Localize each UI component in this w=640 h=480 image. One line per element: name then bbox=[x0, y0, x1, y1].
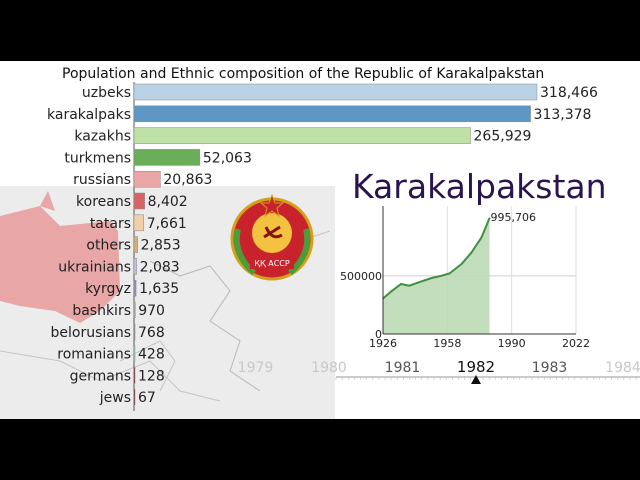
bar-turkmens bbox=[133, 149, 201, 166]
bar-uzbeks bbox=[133, 83, 538, 101]
area-point bbox=[400, 283, 402, 285]
region-tip bbox=[40, 191, 55, 211]
bar-ukrainians bbox=[133, 258, 137, 275]
bar-value-ukrainians: 2,083 bbox=[140, 259, 180, 275]
bar-value-belorusians: 768 bbox=[138, 325, 165, 341]
emblem-hammer-sickle bbox=[263, 225, 283, 239]
video-frame: ҚҚ АССР uzbeks 318,466 karakalpaks 313,378 k… bbox=[0, 61, 640, 419]
area-x-tick-1926: 1926 bbox=[369, 337, 397, 350]
area-end-label: 995,706 bbox=[491, 211, 537, 224]
bar-value-uzbeks: 318,466 bbox=[540, 85, 598, 101]
bar-label-ukrainians: ukrainians bbox=[58, 259, 131, 275]
bar-karakalpaks bbox=[133, 105, 531, 123]
bar-value-koreans: 8,402 bbox=[148, 194, 188, 210]
bar-value-romanians: 428 bbox=[138, 347, 165, 363]
bar-value-bashkirs: 970 bbox=[138, 303, 165, 319]
area-line bbox=[382, 217, 491, 300]
timeline-year-1981: 1981 bbox=[385, 360, 421, 376]
border-line bbox=[119, 340, 176, 392]
area-x-tick-2022: 2022 bbox=[562, 337, 590, 350]
bar-label-uzbeks: uzbeks bbox=[82, 85, 131, 101]
bar-value-russians: 20,863 bbox=[163, 172, 212, 188]
area-point bbox=[488, 217, 491, 219]
bar-label-romanians: romanians bbox=[57, 347, 131, 363]
emblem-logo: ҚҚ АССР bbox=[230, 193, 314, 281]
emblem-wreath-left bbox=[233, 228, 257, 276]
border-line bbox=[0, 350, 221, 402]
bar-romanians bbox=[133, 345, 136, 362]
bar-label-tatars: tatars bbox=[90, 216, 131, 232]
bar-germans bbox=[133, 367, 136, 384]
bar-label-koreans: koreans bbox=[76, 194, 131, 210]
bar-bashkirs bbox=[133, 301, 136, 319]
area-point bbox=[460, 263, 463, 265]
area-point bbox=[440, 275, 443, 277]
bar-russians bbox=[133, 170, 161, 188]
bar-tatars bbox=[133, 214, 144, 232]
area-point bbox=[448, 272, 451, 275]
area-point bbox=[390, 290, 392, 293]
border-line bbox=[149, 260, 261, 392]
bar-value-germans: 128 bbox=[138, 368, 165, 384]
timeline-year-1983: 1983 bbox=[532, 360, 568, 376]
timeline-year-1982: 1982 bbox=[457, 358, 495, 376]
emblem-wreath-right bbox=[287, 228, 311, 276]
bar-label-kyrgyz: kyrgyz bbox=[85, 281, 131, 297]
area-point bbox=[430, 277, 433, 279]
bar-label-russians: russians bbox=[73, 172, 131, 188]
bar-label-karakalpaks: karakalpaks bbox=[47, 107, 131, 123]
area-point bbox=[470, 251, 473, 254]
area-fill bbox=[383, 218, 490, 334]
karakalpakstan-region bbox=[0, 206, 120, 323]
area-point bbox=[408, 284, 410, 287]
bar-jews bbox=[133, 388, 136, 406]
bar-others bbox=[133, 236, 138, 253]
area-x-tick-1958: 1958 bbox=[433, 337, 461, 350]
bar-value-kyrgyz: 1,635 bbox=[139, 281, 179, 297]
timeline-year-1980: 1980 bbox=[311, 360, 347, 376]
area-point bbox=[480, 236, 483, 239]
bar-value-tatars: 7,661 bbox=[147, 216, 187, 232]
bar-koreans bbox=[133, 192, 145, 210]
bar-value-jews: 67 bbox=[138, 390, 156, 406]
emblem-star bbox=[259, 193, 285, 218]
bar-value-kazakhs: 265,929 bbox=[474, 129, 532, 145]
bar-label-germans: germans bbox=[70, 368, 131, 384]
bar-belorusians bbox=[133, 323, 136, 341]
emblem-text: ҚҚ АССР bbox=[254, 259, 290, 268]
bar-kazakhs bbox=[133, 127, 471, 144]
bar-value-turkmens: 52,063 bbox=[203, 150, 252, 166]
population-area-chart: 1926 1958 1990 2022 0 500000 995,706 bbox=[340, 206, 590, 350]
bar-label-turkmens: turkmens bbox=[64, 150, 131, 166]
year-timeline[interactable]: 1979 1980 1981 1982 1983 1984 bbox=[0, 61, 640, 419]
timeline-year-1984: 1984 bbox=[605, 360, 640, 376]
emblem-ribbon bbox=[250, 255, 294, 269]
bar-chart-title: Population and Ethnic composition of the… bbox=[62, 66, 545, 82]
area-point bbox=[418, 281, 420, 284]
timeline-year-1979: 1979 bbox=[238, 360, 274, 376]
bar-label-bashkirs: bashkirs bbox=[72, 303, 131, 319]
region-title: Karakalpakstan bbox=[352, 167, 607, 206]
bar-kyrgyz bbox=[133, 279, 137, 297]
bar-label-belorusians: belorusians bbox=[50, 325, 131, 341]
bar-label-jews: jews bbox=[99, 390, 131, 406]
bar-value-karakalpaks: 313,378 bbox=[534, 107, 592, 123]
ethnic-bar-chart: uzbeks 318,466 karakalpaks 313,378 kazakhs 26… bbox=[47, 82, 598, 411]
timeline-marker bbox=[471, 375, 481, 384]
bar-value-others: 2,853 bbox=[141, 238, 181, 254]
area-y-tick-500000: 500000 bbox=[340, 270, 382, 283]
bar-label-kazakhs: kazakhs bbox=[74, 129, 131, 145]
area-x-tick-1990: 1990 bbox=[498, 337, 526, 350]
area-y-tick-0: 0 bbox=[375, 328, 382, 341]
bar-label-others: others bbox=[86, 238, 131, 254]
